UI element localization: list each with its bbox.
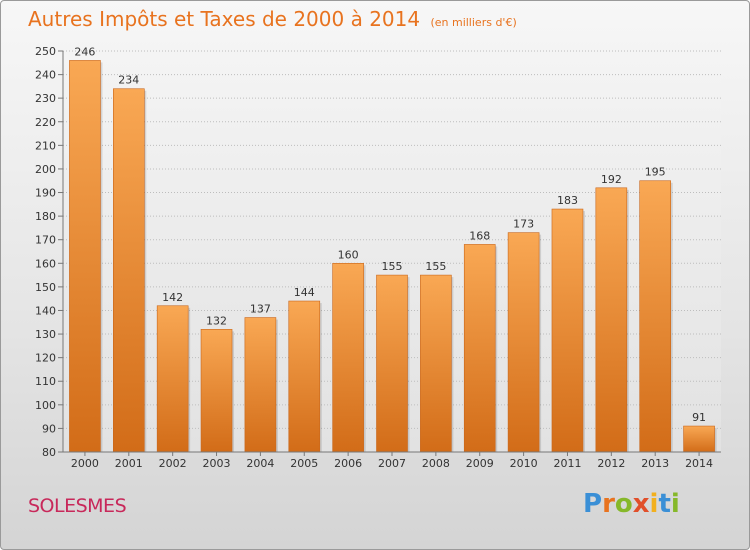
bar bbox=[69, 60, 101, 453]
data-label: 173 bbox=[513, 218, 534, 231]
data-label: 142 bbox=[162, 291, 183, 304]
bar bbox=[288, 300, 321, 453]
data-label: 246 bbox=[74, 45, 95, 58]
data-label: 234 bbox=[118, 74, 139, 87]
chart-title-text: Autres Impôts et Taxes de 2000 à 2014 bbox=[28, 7, 421, 31]
y-tick-label: 200 bbox=[35, 163, 56, 176]
y-tick-label: 230 bbox=[35, 92, 56, 105]
x-tick-label: 2000 bbox=[71, 457, 99, 470]
data-label: 195 bbox=[645, 166, 666, 179]
x-tick-label: 2009 bbox=[466, 457, 494, 470]
y-tick-label: 140 bbox=[35, 304, 56, 317]
axes: 80 90 100 110 120 130 140 150 160 170 180 190 200 210… bbox=[35, 45, 721, 470]
y-tick-label: 170 bbox=[35, 234, 56, 247]
y-tick-label: 160 bbox=[35, 257, 56, 270]
x-tick-label: 2004 bbox=[246, 457, 274, 470]
y-tick-label: 180 bbox=[35, 210, 56, 223]
y-tick-label: 190 bbox=[35, 187, 56, 200]
x-tick-label: 2005 bbox=[290, 457, 318, 470]
y-tick-label: 240 bbox=[35, 69, 56, 82]
bar bbox=[683, 425, 715, 453]
bar bbox=[244, 317, 277, 453]
bar bbox=[595, 187, 628, 453]
y-tick-label: 110 bbox=[35, 375, 56, 388]
bar bbox=[420, 274, 452, 453]
bar bbox=[332, 262, 364, 453]
x-tick-label: 2010 bbox=[510, 457, 538, 470]
bar bbox=[113, 88, 145, 453]
bar bbox=[376, 274, 408, 453]
x-tick-label: 2012 bbox=[597, 457, 625, 470]
chart-subtitle: (en milliers d'€) bbox=[430, 16, 517, 29]
bar bbox=[156, 305, 189, 453]
y-tick-label: 250 bbox=[35, 45, 56, 58]
y-tick-label: 150 bbox=[35, 281, 56, 294]
data-label: 132 bbox=[206, 314, 227, 327]
x-tick-label: 2013 bbox=[641, 457, 669, 470]
bars: 246 234 142 132 137 144 160 155 155 168 173 183 192 1… bbox=[69, 45, 717, 453]
chart-title: Autres Impôts et Taxes de 2000 à 2014 (e… bbox=[28, 7, 517, 31]
y-tick-label: 220 bbox=[35, 116, 56, 129]
bar bbox=[463, 244, 496, 453]
y-tick-label: 80 bbox=[42, 446, 56, 459]
y-tick-label: 90 bbox=[42, 422, 56, 435]
data-label: 137 bbox=[250, 303, 271, 316]
bar bbox=[200, 329, 233, 453]
data-label: 168 bbox=[469, 229, 490, 242]
x-tick-label: 2003 bbox=[203, 457, 231, 470]
data-label: 160 bbox=[338, 248, 359, 261]
x-tick-label: 2006 bbox=[334, 457, 362, 470]
data-label: 155 bbox=[382, 260, 403, 273]
proxiti-logo[interactable]: Proxiti bbox=[583, 489, 680, 519]
y-tick-label: 130 bbox=[35, 328, 56, 341]
bar bbox=[551, 208, 584, 453]
data-label: 183 bbox=[557, 194, 578, 207]
data-label: 155 bbox=[425, 260, 446, 273]
bar bbox=[507, 232, 540, 453]
x-tick-label: 2008 bbox=[422, 457, 450, 470]
commune-name: SOLESMES bbox=[28, 495, 127, 517]
x-tick-label: 2001 bbox=[115, 457, 143, 470]
x-tick-label: 2014 bbox=[685, 457, 713, 470]
bar bbox=[639, 180, 672, 453]
data-label: 192 bbox=[601, 173, 622, 186]
x-tick-label: 2002 bbox=[159, 457, 187, 470]
data-label: 91 bbox=[692, 411, 706, 424]
data-label: 144 bbox=[294, 286, 315, 299]
x-tick-label: 2011 bbox=[553, 457, 581, 470]
y-tick-label: 100 bbox=[35, 399, 56, 412]
y-tick-label: 120 bbox=[35, 352, 56, 365]
y-tick-label: 210 bbox=[35, 139, 56, 152]
x-tick-label: 2007 bbox=[378, 457, 406, 470]
